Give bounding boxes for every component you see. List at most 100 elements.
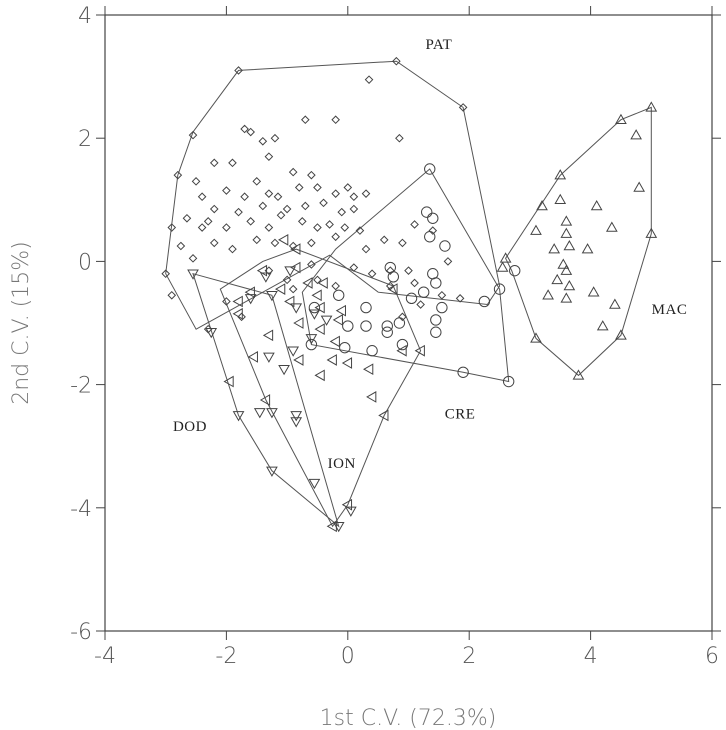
point-pat [325, 220, 334, 229]
point-cre [396, 338, 409, 351]
point-mac [496, 261, 509, 272]
point-cre [436, 301, 448, 314]
point-mac [615, 329, 627, 340]
point-ion [341, 357, 353, 369]
point-dod [308, 478, 321, 490]
point-cre [493, 283, 506, 295]
point-dod [266, 408, 278, 419]
point-ion [363, 363, 374, 376]
point-ion [387, 283, 398, 295]
point-dod [266, 291, 278, 302]
point-pat [288, 241, 298, 251]
point-pat [313, 275, 322, 285]
point-pat [282, 275, 292, 285]
y-tick-label: 2 [78, 127, 92, 152]
point-mac [560, 215, 573, 226]
point-pat [228, 244, 237, 254]
point-cre [502, 375, 515, 388]
point-dod [205, 327, 218, 339]
point-ion [302, 277, 313, 289]
point-pat [395, 133, 404, 143]
point-pat [246, 217, 255, 226]
point-pat [188, 254, 198, 263]
point-pat [297, 217, 307, 226]
point-pat [410, 278, 419, 288]
point-mac [542, 289, 554, 300]
plot-frame [104, 14, 713, 632]
point-cre [457, 366, 469, 378]
point-pat [337, 207, 347, 217]
point-mac [596, 320, 609, 331]
x-tick-label: 0 [341, 644, 355, 669]
point-pat [404, 266, 413, 275]
point-pat [264, 152, 274, 161]
group-labels: PAT MAC CRE ION DOD [173, 37, 687, 472]
point-mac [563, 239, 576, 251]
point-pat [209, 158, 219, 168]
y-tick-label: 4 [78, 4, 92, 29]
point-cre [342, 320, 354, 332]
point-ion [366, 391, 377, 403]
point-pat [331, 115, 340, 125]
point-ion [335, 304, 346, 317]
point-cre [360, 301, 372, 314]
point-pat [197, 223, 207, 232]
point-mac [560, 227, 573, 238]
point-cre [430, 326, 442, 338]
label-mac: MAC [652, 302, 688, 318]
data-points [161, 56, 658, 533]
point-pat [270, 238, 280, 248]
point-pat [294, 183, 304, 192]
point-pat [443, 257, 453, 266]
point-ion [284, 295, 295, 308]
point-ion [293, 354, 304, 366]
x-axis-title: 1st C.V. (72.3%) [320, 706, 497, 730]
point-pat [288, 167, 298, 177]
point-mac [557, 258, 570, 269]
point-pat [301, 115, 310, 125]
point-pat [307, 260, 316, 269]
point-pat [364, 75, 374, 84]
point-mac [499, 252, 512, 263]
point-mac [630, 129, 642, 140]
point-mac [530, 224, 542, 235]
point-ion [293, 317, 304, 329]
point-cre [509, 264, 521, 277]
point-pat [392, 56, 401, 66]
point-ion [278, 233, 289, 246]
point-pat [349, 192, 359, 202]
point-pat [355, 226, 365, 235]
point-pat [222, 297, 231, 306]
y-tick-label: -4 [70, 497, 92, 522]
x-tick-label: 4 [584, 644, 598, 669]
label-pat: PAT [425, 37, 452, 53]
label-dod: DOD [173, 419, 207, 435]
point-ion [247, 351, 258, 363]
point-ion [232, 307, 243, 320]
point-dod [284, 266, 296, 277]
point-mac [563, 280, 576, 291]
point-ion [329, 335, 340, 348]
point-dod [244, 294, 257, 305]
y-tick-label: 0 [78, 250, 92, 275]
point-dod [259, 272, 272, 283]
point-mac [645, 101, 658, 112]
point-pat [288, 284, 298, 294]
point-pat [398, 312, 407, 322]
point-mac [605, 221, 618, 232]
point-mac [587, 286, 600, 297]
point-cre [393, 317, 406, 329]
point-ion [223, 375, 234, 388]
point-ion [311, 289, 322, 302]
point-pat [209, 204, 219, 214]
y-tick-label: -2 [70, 374, 92, 399]
point-pat [203, 217, 213, 226]
point-pat [319, 198, 328, 208]
point-pat [209, 238, 219, 248]
point-dod [320, 315, 333, 326]
point-cre [360, 320, 372, 332]
point-pat [307, 238, 316, 248]
point-dod [290, 417, 303, 428]
x-tick-label: 6 [705, 644, 719, 669]
label-ion: ION [328, 456, 356, 472]
